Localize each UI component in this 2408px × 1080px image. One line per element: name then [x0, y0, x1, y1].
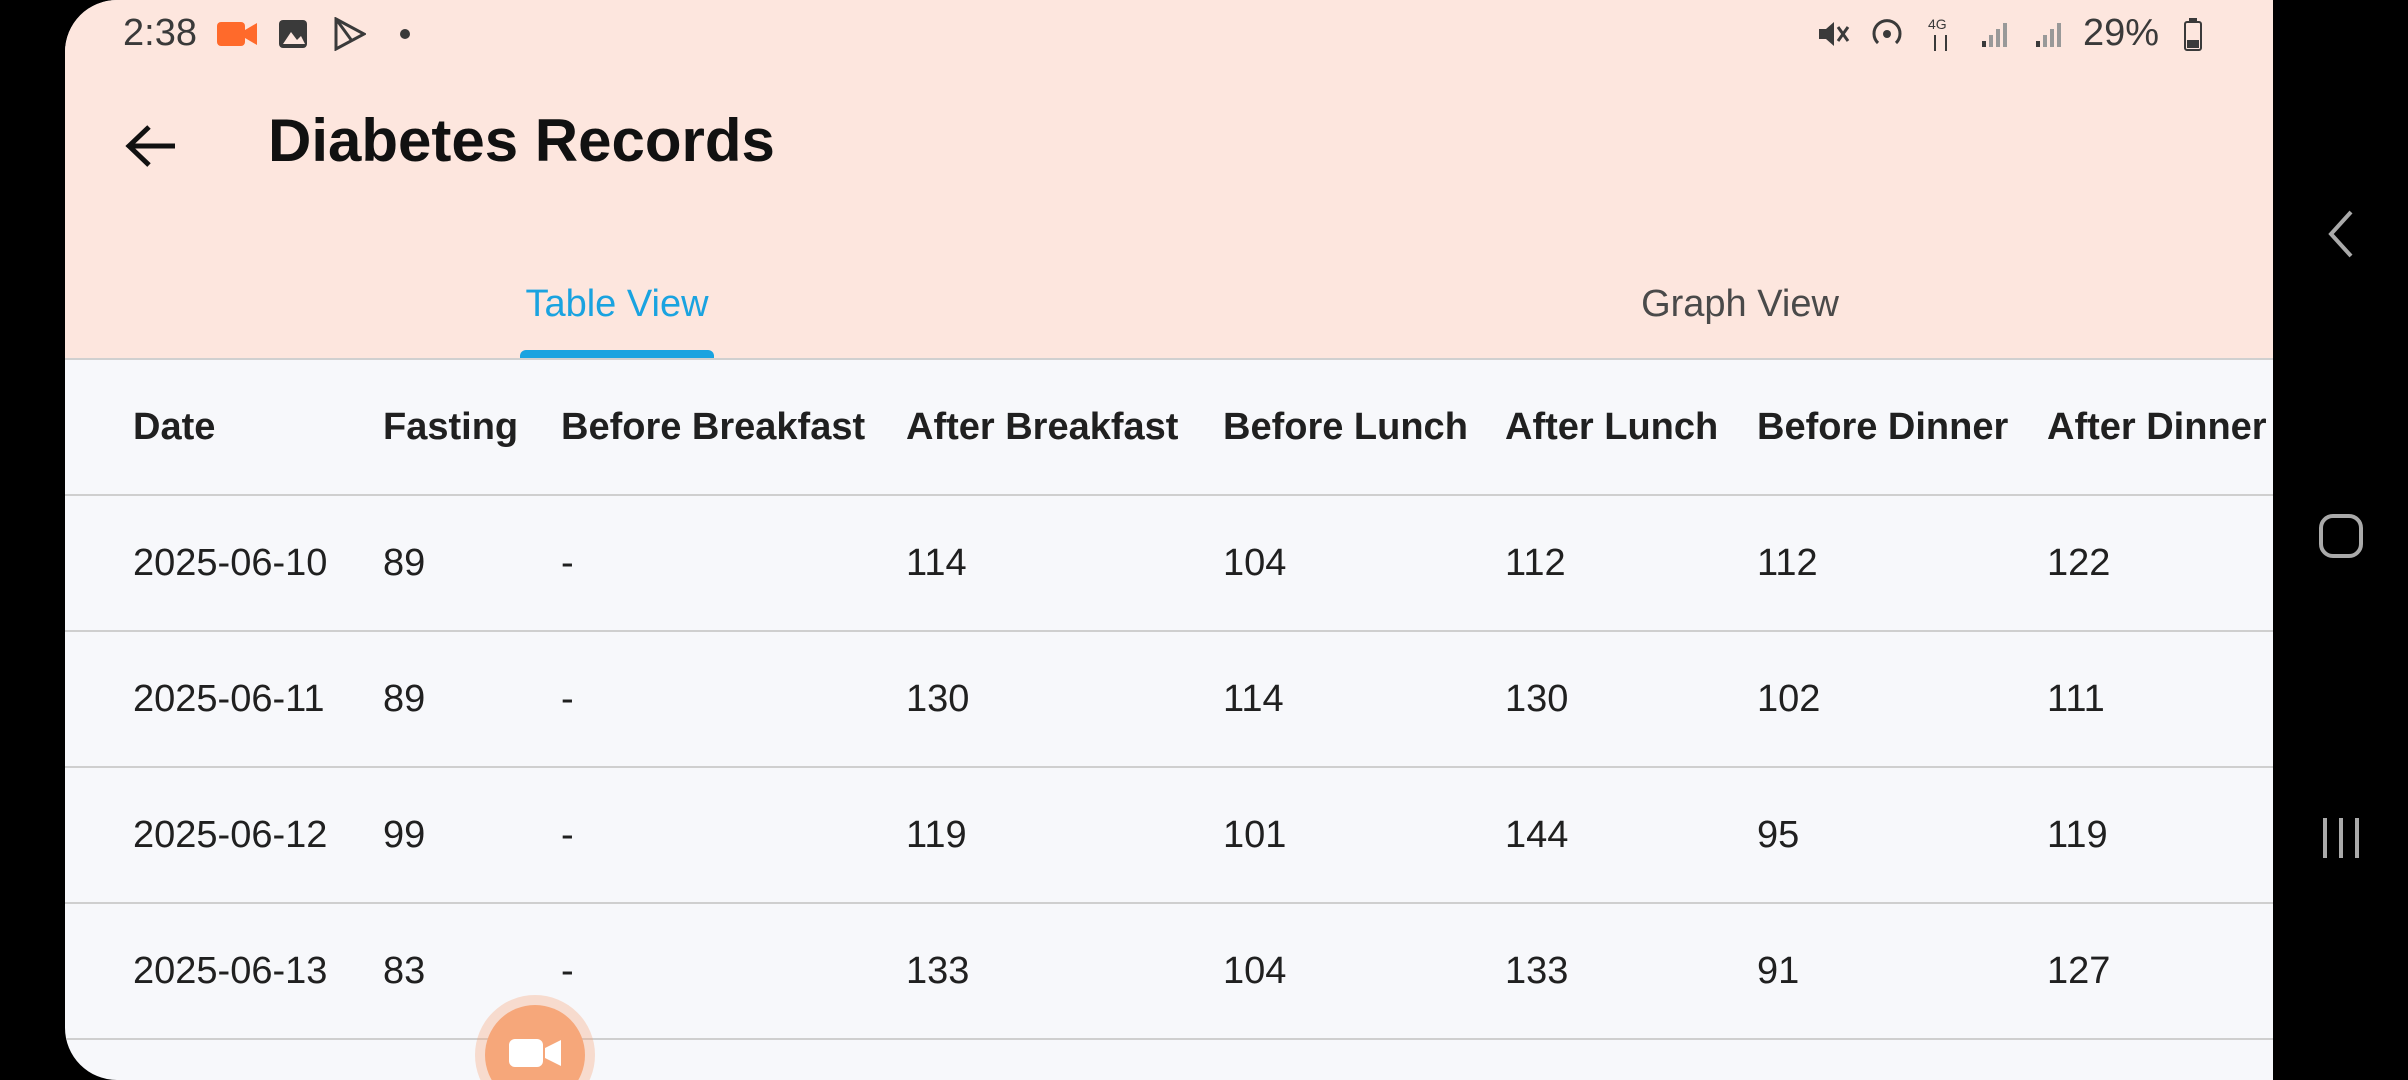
- tab-graph-view[interactable]: Graph View: [1641, 282, 1839, 325]
- column-header-before-breakfast[interactable]: Before Breakfast: [561, 405, 866, 448]
- system-navigation-bar: [2273, 0, 2408, 1080]
- table-cell-after-breakfast: 114: [906, 541, 967, 584]
- table-cell-fasting: 83: [383, 949, 426, 992]
- table-cell-after-dinner: 122: [2047, 541, 2111, 584]
- video-camera-icon: [509, 1035, 561, 1076]
- table-cell-before-lunch: 101: [1223, 813, 1287, 856]
- table-row[interactable]: 2025-06-11 89 - 130 114 130 102 111: [65, 632, 2273, 768]
- table-cell-after-dinner: 127: [2047, 949, 2111, 992]
- app-screen: 2:38: [65, 0, 2273, 1080]
- table-cell-before-dinner: 91: [1757, 949, 1800, 992]
- active-tab-indicator: [520, 350, 714, 358]
- status-bar: 2:38: [65, 0, 2273, 68]
- table-cell-after-lunch: 130: [1505, 677, 1569, 720]
- nav-recents-button[interactable]: [2311, 810, 2371, 870]
- mute-icon: [1813, 14, 1853, 54]
- table-cell-after-dinner: 119: [2047, 813, 2108, 856]
- column-header-before-dinner[interactable]: Before Dinner: [1757, 405, 2009, 448]
- tab-table-view[interactable]: Table View: [525, 282, 709, 325]
- table-header-row: Date Fasting Before Breakfast After Brea…: [65, 360, 2273, 496]
- nav-back-button[interactable]: [2311, 206, 2371, 266]
- table-cell-after-breakfast: 119: [906, 813, 967, 856]
- table-cell-before-breakfast: -: [561, 949, 574, 992]
- page-title: Diabetes Records: [268, 107, 775, 174]
- table-cell-before-lunch: 114: [1223, 677, 1284, 720]
- column-header-fasting[interactable]: Fasting: [383, 405, 519, 448]
- gallery-icon: [273, 14, 313, 54]
- table-cell-date: 2025-06-13: [133, 949, 328, 992]
- column-header-after-dinner[interactable]: After Dinner: [2047, 405, 2267, 448]
- app-bar: 2:38: [65, 0, 2273, 358]
- records-table: Date Fasting Before Breakfast After Brea…: [65, 360, 2273, 1040]
- svg-text:4G: 4G: [1928, 16, 1947, 32]
- table-cell-before-dinner: 102: [1757, 677, 1821, 720]
- table-cell-before-dinner: 112: [1757, 541, 1818, 584]
- arrow-left-icon: [125, 124, 177, 173]
- status-time: 2:38: [123, 12, 197, 54]
- notification-icons: [217, 14, 425, 54]
- hotspot-icon: [1867, 14, 1907, 54]
- play-store-icon: [329, 14, 369, 54]
- table-cell-before-breakfast: -: [561, 677, 574, 720]
- signal-strength-icon: [1975, 14, 2015, 54]
- table-cell-before-lunch: 104: [1223, 949, 1287, 992]
- battery-icon: [2173, 14, 2213, 54]
- column-header-after-lunch[interactable]: After Lunch: [1505, 405, 1719, 448]
- table-cell-fasting: 99: [383, 813, 426, 856]
- column-header-date[interactable]: Date: [133, 405, 216, 448]
- table-cell-before-dinner: 95: [1757, 813, 1800, 856]
- table-cell-date: 2025-06-10: [133, 541, 328, 584]
- table-cell-fasting: 89: [383, 541, 426, 584]
- table-cell-before-breakfast: -: [561, 813, 574, 856]
- table-cell-after-breakfast: 130: [906, 677, 970, 720]
- table-cell-after-breakfast: 133: [906, 949, 970, 992]
- recents-lines-icon: [2319, 814, 2363, 867]
- system-status-icons: 4G 29%: [1813, 12, 2213, 55]
- table-cell-after-lunch: 133: [1505, 949, 1569, 992]
- table-row[interactable]: 2025-06-13 83 - 133 104 133 91 127: [65, 904, 2273, 1040]
- battery-percentage: 29%: [2082, 12, 2159, 54]
- home-square-icon: [2317, 512, 2365, 565]
- table-row[interactable]: 2025-06-12 99 - 119 101 144 95 119: [65, 768, 2273, 904]
- table-cell-after-dinner: 111: [2047, 677, 2105, 720]
- column-header-before-lunch[interactable]: Before Lunch: [1223, 405, 1468, 448]
- column-header-after-breakfast[interactable]: After Breakfast: [906, 405, 1179, 448]
- table-cell-after-lunch: 144: [1505, 813, 1569, 856]
- chevron-left-icon: [2326, 209, 2356, 264]
- table-cell-before-breakfast: -: [561, 541, 574, 584]
- video-recording-icon: [217, 14, 257, 54]
- table-cell-fasting: 89: [383, 677, 426, 720]
- table-row[interactable]: 2025-06-10 89 - 114 104 112 112 122: [65, 496, 2273, 632]
- nav-home-button[interactable]: [2311, 508, 2371, 568]
- table-cell-after-lunch: 112: [1505, 541, 1566, 584]
- 4g-data-icon: 4G: [1921, 14, 1961, 54]
- screen-recorder-button[interactable]: [485, 1005, 585, 1080]
- table-cell-date: 2025-06-11: [133, 677, 325, 720]
- tab-bar: Table View Graph View: [65, 250, 2273, 358]
- back-button[interactable]: [115, 112, 187, 184]
- more-notifications-dot-icon: [385, 14, 425, 54]
- header-divider: [65, 358, 2273, 360]
- table-cell-date: 2025-06-12: [133, 813, 328, 856]
- table-cell-before-lunch: 104: [1223, 541, 1287, 584]
- signal-strength-icon-2: [2029, 14, 2069, 54]
